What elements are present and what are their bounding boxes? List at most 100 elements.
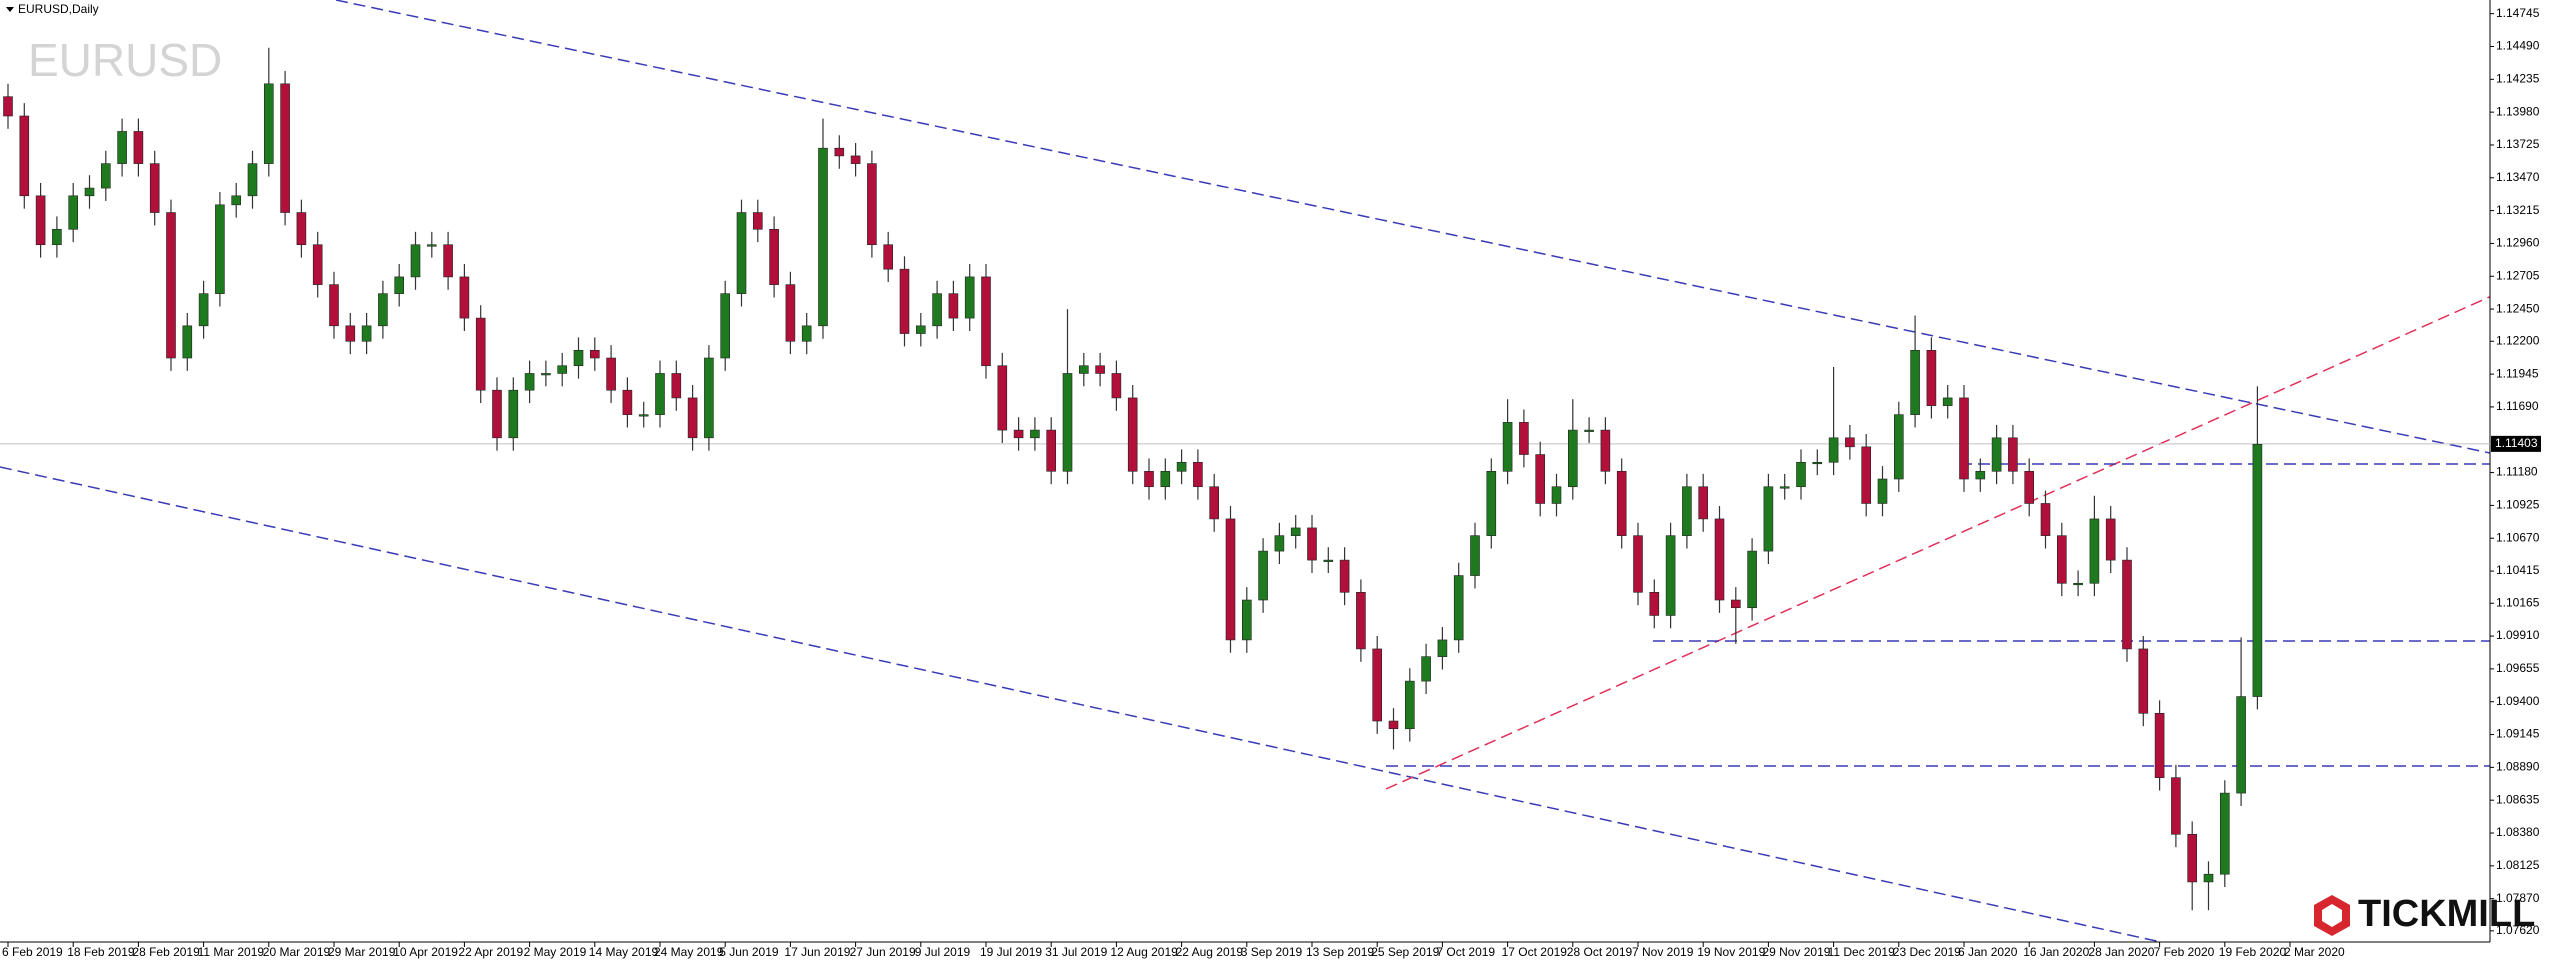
candle-body — [2154, 712, 2165, 778]
y-tick-label: 1.11180 — [2496, 465, 2538, 479]
candle-body — [1470, 535, 1480, 576]
candle-body — [443, 244, 453, 278]
candle-body — [1242, 599, 1252, 641]
candle-body — [1519, 422, 1529, 455]
candle-body — [1405, 680, 1415, 730]
candle-body — [769, 228, 779, 285]
candle-body — [2252, 443, 2263, 697]
candle-body — [508, 389, 519, 439]
candle-body — [296, 212, 307, 246]
logo-icon-inner — [2322, 904, 2342, 927]
candle-body — [818, 147, 828, 327]
x-tick-label: 6 Jan 2020 — [1958, 945, 2018, 959]
candle-body — [1356, 591, 1366, 650]
candle-body — [2138, 648, 2149, 714]
y-tick-label: 1.10165 — [2496, 595, 2540, 609]
candle-body — [1812, 461, 1823, 465]
candle-body — [704, 357, 714, 439]
y-tick-label: 1.07620 — [2496, 923, 2540, 937]
candle-body — [1926, 349, 1937, 406]
candle-body — [1030, 429, 1040, 439]
current-price-label: 1.11403 — [2495, 436, 2538, 450]
candle-body — [638, 414, 649, 417]
candle-body — [834, 147, 845, 157]
y-tick-label: 1.08890 — [2496, 760, 2540, 774]
candle-body — [68, 195, 78, 230]
y-tick-label: 1.09910 — [2496, 628, 2540, 642]
candle-body — [1535, 454, 1545, 504]
logo: TICKMILL — [2314, 893, 2535, 936]
candle-body — [1176, 461, 1187, 472]
chart-title: EURUSD,Daily — [18, 2, 99, 16]
x-tick-label: 19 Nov 2019 — [1697, 945, 1765, 959]
candle-body — [801, 325, 812, 342]
candle-body — [687, 397, 698, 439]
candle-body — [1894, 414, 1904, 480]
candle-body — [1437, 639, 1448, 657]
candle-body — [1796, 461, 1806, 488]
x-tick-label: 7 Feb 2020 — [2154, 945, 2215, 959]
candle-body — [622, 389, 633, 415]
candle-body — [459, 276, 470, 319]
y-tick-label: 1.12450 — [2496, 301, 2540, 315]
x-tick-label: 11 Mar 2019 — [198, 945, 265, 959]
y-tick-label: 1.13980 — [2496, 104, 2540, 118]
candle-body — [1127, 397, 1138, 472]
candle-body — [133, 131, 144, 164]
x-tick-label: 6 Feb 2019 — [2, 945, 63, 959]
candle-body — [1079, 365, 1089, 374]
candle-body — [1682, 486, 1692, 536]
candle-body — [2122, 559, 2132, 650]
candle-body — [1665, 535, 1676, 616]
candle-body — [541, 373, 551, 376]
candle-body — [1861, 446, 1871, 504]
candle-body — [899, 268, 910, 334]
candle-body — [475, 317, 486, 391]
candle-body — [785, 284, 796, 342]
candle-body — [997, 365, 1008, 431]
candle-body — [1568, 429, 1578, 488]
candle-body — [948, 293, 959, 319]
x-tick-label: 28 Jan 2020 — [2088, 945, 2154, 959]
x-tick-label: 11 Dec 2019 — [1828, 945, 1895, 959]
y-tick-label: 1.08635 — [2496, 792, 2540, 806]
candle-body — [1144, 470, 1154, 488]
y-tick-label: 1.14490 — [2496, 39, 2540, 53]
candle-body — [883, 244, 894, 270]
candle-body — [1698, 486, 1708, 520]
watermark: EURUSD — [28, 34, 222, 86]
candle-body — [426, 244, 437, 247]
candle-body — [671, 373, 682, 399]
candle-body — [361, 325, 372, 342]
y-tick-label: 1.13470 — [2496, 170, 2540, 184]
candle-body — [1877, 478, 1888, 504]
candle-body — [2203, 873, 2214, 883]
y-tick-label: 1.14745 — [2496, 6, 2540, 20]
x-tick-label: 5 Jun 2019 — [719, 945, 779, 959]
x-tick-label: 18 Feb 2019 — [67, 945, 135, 959]
candle-body — [2089, 518, 2100, 584]
candle-body — [573, 349, 584, 367]
y-tick-label: 1.12200 — [2496, 333, 2540, 347]
x-tick-label: 2 May 2019 — [524, 945, 587, 959]
candle-body — [1991, 437, 2002, 472]
x-tick-label: 7 Oct 2019 — [1436, 945, 1495, 959]
candle-body — [524, 373, 535, 391]
candle-body — [736, 212, 747, 294]
candle-body — [182, 325, 193, 359]
candle-body — [1339, 559, 1350, 593]
candle-body — [1209, 486, 1219, 520]
y-tick-label: 1.11690 — [2496, 399, 2539, 413]
x-tick-label: 22 Apr 2019 — [458, 945, 523, 959]
candle-body — [1421, 656, 1431, 682]
candle-body — [231, 195, 241, 206]
candle-body — [2008, 437, 2018, 472]
candle-body — [867, 163, 877, 246]
candle-body — [263, 83, 274, 164]
x-tick-label: 16 Jan 2020 — [2023, 945, 2089, 959]
brand-name: TICKMILL — [2358, 893, 2535, 935]
candle-body — [1942, 397, 1953, 406]
candle-body — [606, 357, 616, 391]
candle-body — [1062, 373, 1073, 472]
